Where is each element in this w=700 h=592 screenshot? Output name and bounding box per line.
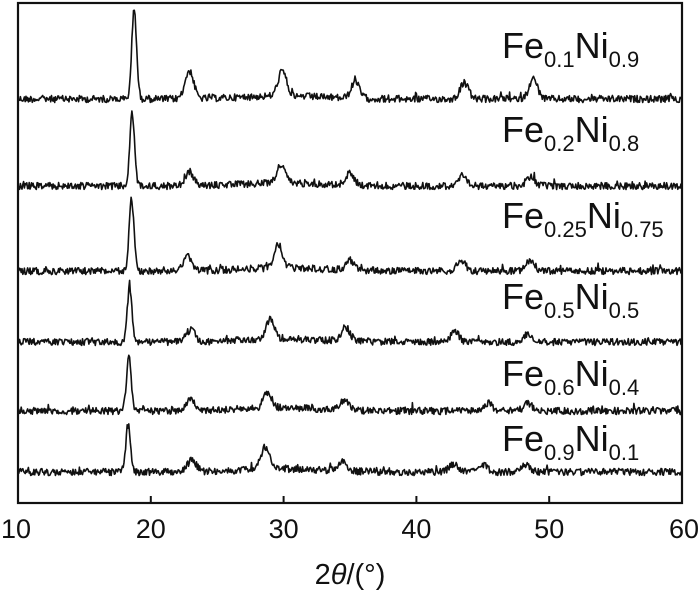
series-label-element: Ni xyxy=(575,25,609,66)
x-axis-label-prefix: 2 xyxy=(315,559,331,591)
series-label-element: Fe xyxy=(502,276,544,317)
series-label-subscript: 0.1 xyxy=(609,440,640,465)
series-label-element: Fe xyxy=(502,195,544,236)
series-label: Fe0.1Ni0.9 xyxy=(502,25,639,72)
series-line xyxy=(17,9,683,104)
x-axis-label-suffix: /(°) xyxy=(346,559,385,591)
series-label-element: Fe xyxy=(502,25,544,66)
series-line xyxy=(17,196,682,276)
trace-group xyxy=(17,9,683,477)
series-label-element: Ni xyxy=(575,353,609,394)
plot-frame xyxy=(16,1,684,505)
x-tick-label: 20 xyxy=(136,514,166,544)
series-line xyxy=(17,110,683,191)
series-label-subscript: 0.1 xyxy=(544,47,575,72)
x-axis: 10 20 30 40 50 60 xyxy=(1,496,699,544)
series-label-subscript: 0.5 xyxy=(609,298,640,323)
series-label-element: Ni xyxy=(575,109,609,150)
series-label-subscript: 0.9 xyxy=(609,47,640,72)
series-line xyxy=(17,423,683,477)
series-line xyxy=(17,279,683,347)
x-axis-label: 2θ/(°) xyxy=(315,559,386,591)
x-axis-label-variable: θ xyxy=(331,559,347,591)
series-label: Fe0.25Ni0.75 xyxy=(502,195,664,242)
series-label: Fe0.6Ni0.4 xyxy=(502,353,639,400)
x-tick-label: 50 xyxy=(534,514,564,544)
series-label-subscript: 0.75 xyxy=(621,217,664,242)
series-label: Fe0.5Ni0.5 xyxy=(502,276,639,323)
x-tick-label: 10 xyxy=(1,514,31,544)
series-label-element: Fe xyxy=(502,353,544,394)
series-label-subscript: 0.9 xyxy=(544,440,575,465)
series-label-element: Fe xyxy=(502,109,544,150)
series-label-group: Fe0.1Ni0.9Fe0.2Ni0.8Fe0.25Ni0.75Fe0.5Ni0… xyxy=(502,25,664,465)
series-label-subscript: 0.25 xyxy=(544,217,587,242)
series-label-subscript: 0.5 xyxy=(544,298,575,323)
x-tick-label: 30 xyxy=(269,514,299,544)
x-tick-label: 60 xyxy=(669,514,699,544)
series-label-subscript: 0.8 xyxy=(609,131,640,156)
series-label-element: Ni xyxy=(587,195,621,236)
series-line xyxy=(17,354,683,416)
series-label-subscript: 0.6 xyxy=(544,375,575,400)
series-label-subscript: 0.4 xyxy=(609,375,640,400)
series-label-element: Ni xyxy=(575,276,609,317)
x-tick-label: 40 xyxy=(401,514,431,544)
series-label: Fe0.9Ni0.1 xyxy=(502,418,639,465)
series-label-element: Ni xyxy=(575,418,609,459)
series-label-subscript: 0.2 xyxy=(544,131,575,156)
series-label-element: Fe xyxy=(502,418,544,459)
series-label: Fe0.2Ni0.8 xyxy=(502,109,639,156)
